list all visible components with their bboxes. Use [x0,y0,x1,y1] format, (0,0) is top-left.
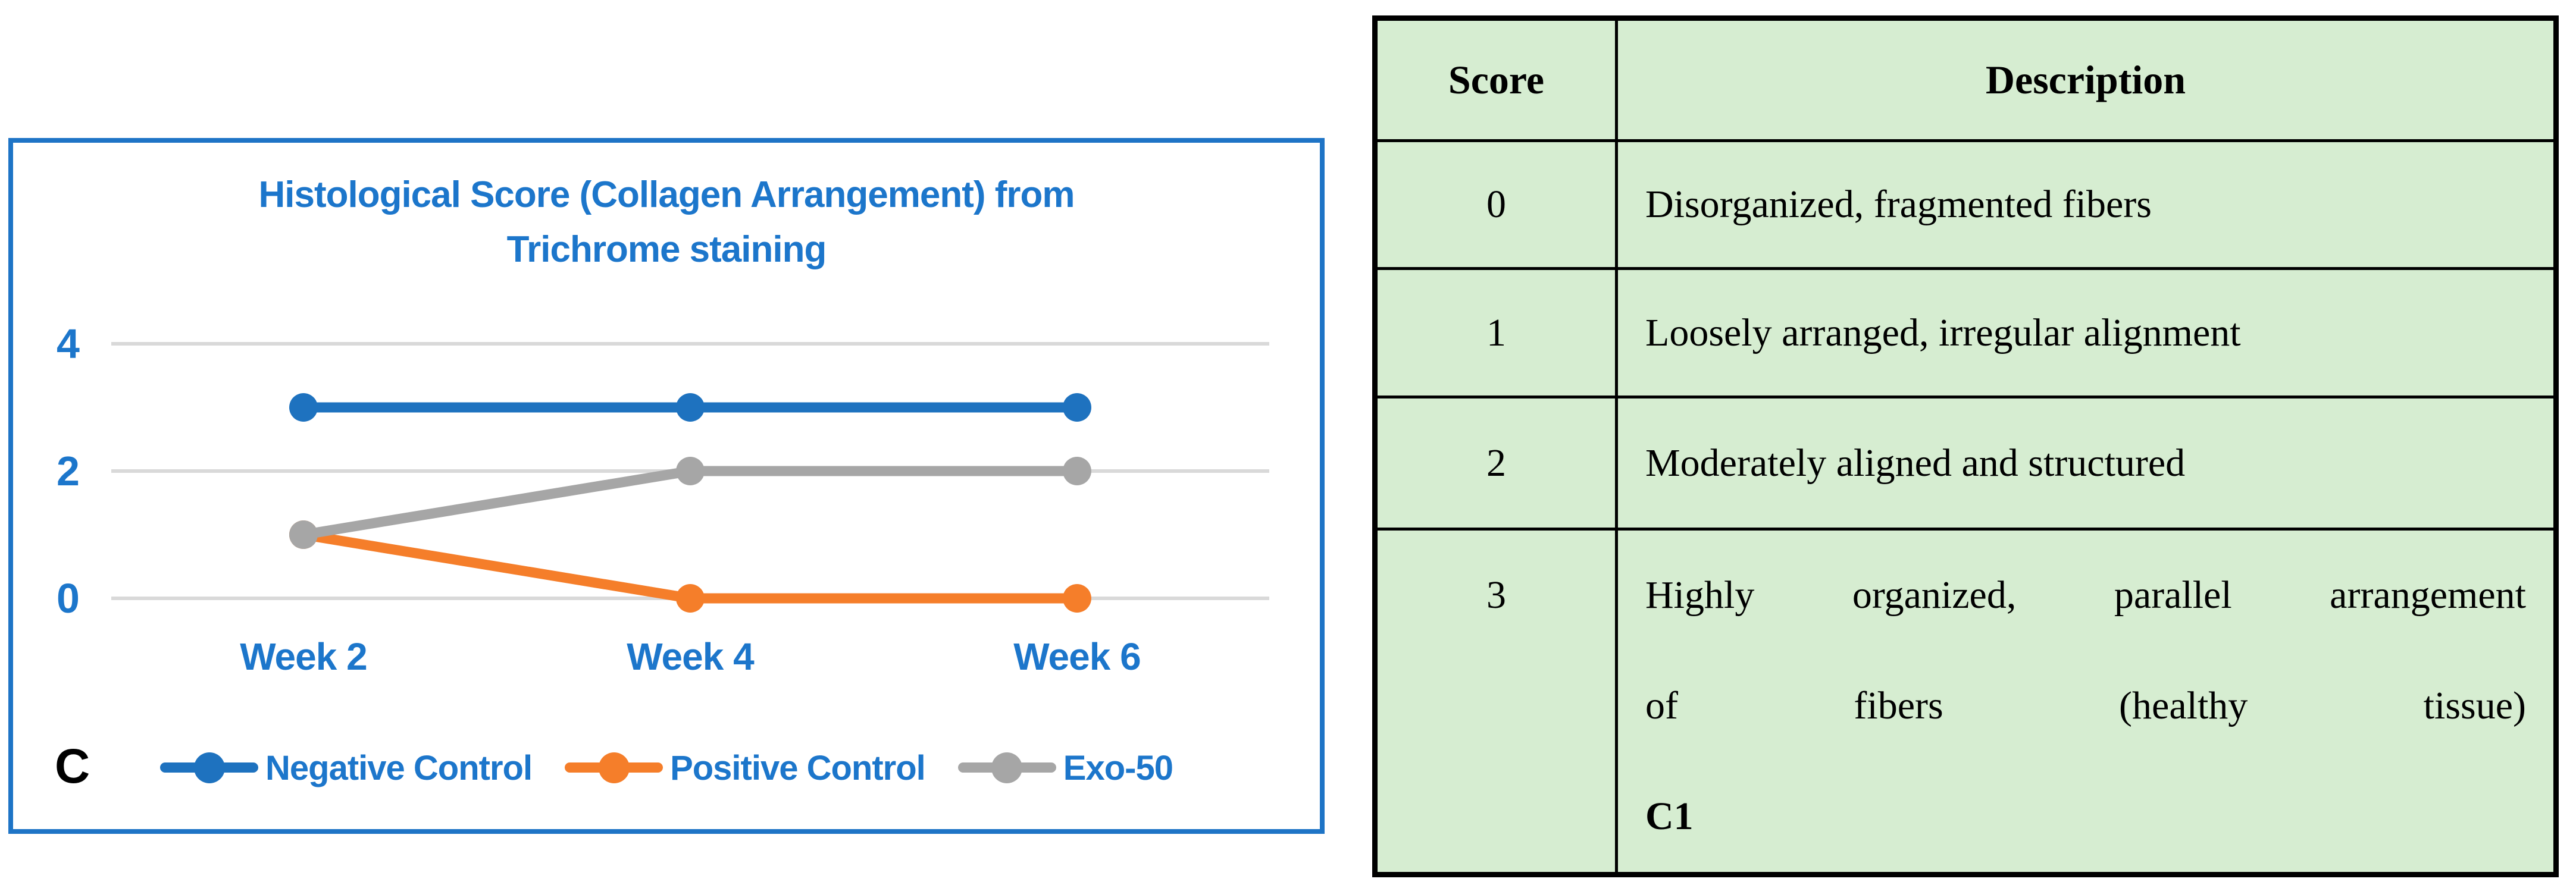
score-description: Moderately aligned and structured [1615,396,2558,531]
data-point-marker [1063,393,1091,422]
legend-marker-icon [957,751,1056,784]
legend-item: Exo-50 [957,748,1173,788]
y-axis-tick-label: 4 [57,321,80,367]
score-value-text: 3 [1486,573,1506,617]
legend-item: Positive Control [565,748,926,788]
legend-label: Negative Control [265,748,533,787]
legend-label: Exo-50 [1063,748,1173,787]
table-header-score: Score [1373,17,1618,142]
chart-title-line-1: Histological Score (Collagen Arrangement… [258,174,1075,215]
data-point-marker [1063,584,1091,613]
panel-label-c: C [55,739,90,793]
data-point-marker [676,393,705,422]
legend-dot [193,752,225,783]
score-description: Disorganized, fragmented fibers [1615,139,2558,270]
score-table: Score Description 0 Disorganized, fragme… [1372,15,2559,877]
data-point-marker [676,457,705,485]
table-row: 3 Highly organized, parallel arrangement… [1373,528,2558,876]
chart-panel: 4 2 0 Week 2 Week 4 Week 6 Histological Score… [8,138,1325,834]
data-point-marker [289,520,318,549]
score-value: 3 [1373,528,1618,876]
y-axis-tick-label: 0 [57,575,79,622]
table-header-row: Score Description [1373,17,2558,142]
score-value: 2 [1373,396,1618,531]
legend-dot [991,752,1023,783]
table-row: 1 Loosely arranged, irregular alignment [1373,267,2558,398]
description-line-1: Highly organized, parallel arrangement [1645,573,2526,617]
legend-marker-icon [160,751,258,784]
legend-marker-icon [565,751,663,784]
chart-title-line-2: Trichrome staining [506,229,827,270]
data-point-marker [289,393,318,422]
y-axis-tick-label: 2 [57,448,79,494]
score-description: Loosely arranged, irregular alignment [1615,267,2558,398]
legend-label: Positive Control [670,748,926,787]
chart-legend: Negative Control Positive Control Exo-50 [13,738,1320,798]
score-value: 1 [1373,267,1618,398]
score-value: 0 [1373,139,1618,270]
data-point-marker [1063,457,1091,485]
chart-title: Histological Score (Collagen Arrangement… [13,168,1320,277]
data-point-marker [676,584,705,613]
score-description: Highly organized, parallel arrangement o… [1615,528,2558,876]
description-line-2: of fibers (healthy tissue) [1645,684,2526,727]
table-header-description: Description [1615,17,2558,142]
table-row: 0 Disorganized, fragmented fibers [1373,139,2558,270]
x-axis-label: Week 2 [240,635,367,678]
legend-dot [598,752,630,783]
table-row: 2 Moderately aligned and structured [1373,396,2558,531]
legend-item: Negative Control [160,748,533,788]
x-axis-label: Week 6 [1013,635,1140,678]
chart-plot: 4 2 0 Week 2 Week 4 Week 6 [57,321,1269,678]
description-note-c1: C1 [1645,795,1694,838]
x-axis-label: Week 4 [627,635,755,678]
